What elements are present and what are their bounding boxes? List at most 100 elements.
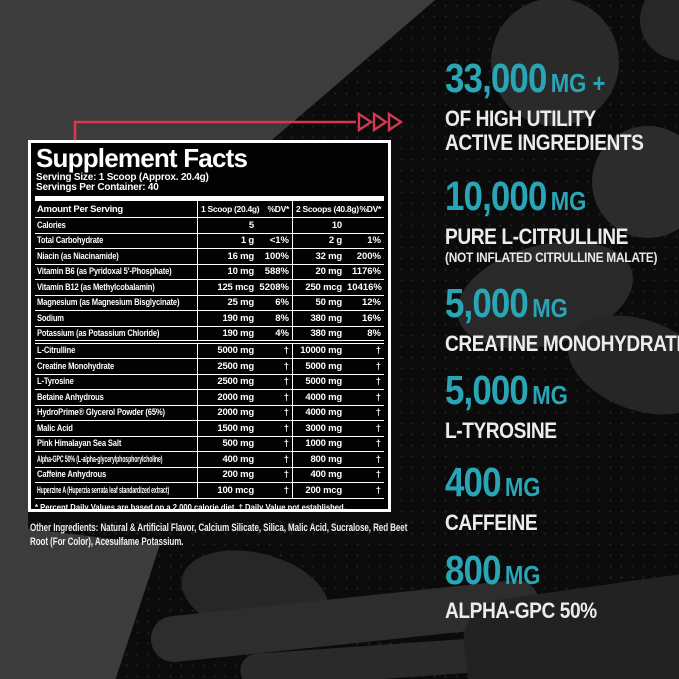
table-row: Creatine Monohydrate 2500 mg † 5000 mg † <box>35 359 384 375</box>
amount-value: 2500 mg <box>217 376 254 388</box>
dv-value: † <box>283 484 289 496</box>
amount-value: 200 mg <box>222 469 254 481</box>
table-row: Potassium (as Potassium Chloride) 190 mg 4… <box>35 326 384 344</box>
dv-value: † <box>375 422 381 434</box>
scoop1-cell: 100 mcg † <box>198 483 293 498</box>
scoop2-cell: 2 g 1% <box>293 234 384 249</box>
dv-value: † <box>375 391 381 403</box>
table-row: Total Carbohydrate 1 g <1% 2 g 1% <box>35 233 384 249</box>
dv-value: † <box>283 391 289 403</box>
scoop2-cell: 3000 mg † <box>293 421 384 436</box>
daily-value-footnote: * Percent Daily Values are based on a 2,… <box>35 501 346 512</box>
scoop1-cell: 125 mcg 5208% <box>198 280 293 295</box>
ingredient-label: Sodium <box>35 311 198 326</box>
ingredient-label: Alpha-GPC 50% (L-alpha-glycerylphosphory… <box>35 452 198 467</box>
serving-size: Serving Size: 1 Scoop (Approx. 20.4g) <box>36 172 209 183</box>
amount-value: 20 mg <box>315 266 343 278</box>
table-row: Malic Acid 1500 mg † 3000 mg † <box>35 421 384 437</box>
scoop2-cell: 10 <box>293 218 384 233</box>
highlight-creatine: 5,000 MG CREATINE MONOHYDRATE <box>445 280 679 356</box>
table-row: Calories 5 10 <box>35 218 384 234</box>
background-blob <box>640 0 679 60</box>
scoop2-cell: 4000 mg † <box>293 390 384 405</box>
dv-value: † <box>375 484 381 496</box>
scoop2-cell: 10000 mg † <box>293 344 384 359</box>
column-header-scoop1-label: 1 Scoop (20.4g) <box>201 204 260 214</box>
dv-value: 1% <box>367 235 381 247</box>
highlight-amount: 5,000 MG <box>445 280 568 326</box>
amount-value: 10 <box>331 219 342 231</box>
highlight-amount: 33,000 MG + <box>445 55 606 101</box>
highlight-label: PURE L-CITRULLINE <box>445 224 628 249</box>
scoop2-cell: 250 mcg 10416% <box>293 280 384 295</box>
dv-value: † <box>283 407 289 419</box>
amount-value: 400 mg <box>222 453 254 465</box>
dv-value: 4% <box>275 327 289 339</box>
panel-title: Supplement Facts <box>36 143 248 173</box>
column-header-scoop2: 2 Scoops (40.8g) %DV* <box>293 201 384 217</box>
scoop1-cell: 16 mg 100% <box>198 249 293 264</box>
highlight-label: ACTIVE INGREDIENTS <box>445 129 644 155</box>
amount-value: 125 mcg <box>217 281 254 293</box>
amount-value: 1500 mg <box>217 422 254 434</box>
dv-value: 8% <box>367 327 381 339</box>
ingredient-label: Creatine Monohydrate <box>35 359 198 374</box>
dv-value: 12% <box>361 297 381 309</box>
amount-value: 2000 mg <box>217 391 254 403</box>
dv-value: † <box>375 438 381 450</box>
dv-value: † <box>283 453 289 465</box>
dv-value: 10416% <box>347 281 382 293</box>
scoop1-cell: 200 mg † <box>198 467 293 482</box>
scoop2-cell: 5000 mg † <box>293 359 384 374</box>
table-row: Alpha-GPC 50% (L-alpha-glycerylphosphory… <box>35 452 384 468</box>
ingredient-label: HydroPrime® Glycerol Powder (65%) <box>35 405 198 420</box>
highlight-label: OF HIGH UTILITY <box>445 106 596 131</box>
dv-value: † <box>375 453 381 465</box>
table-row: L-Citrulline 5000 mg † 10000 mg † <box>35 343 384 359</box>
callout-arrow-icon <box>58 106 408 148</box>
scoop2-cell: 50 mg 12% <box>293 296 384 311</box>
amount-value: 380 mg <box>310 312 342 324</box>
scoop2-cell: 4000 mg † <box>293 406 384 421</box>
table-row: Vitamin B6 (as Pyridoxal 5'-Phosphate) 10… <box>35 264 384 280</box>
facts-table-body: Calories 5 10 Total Carbohydrate 1 g <1% 2 g 1%… <box>35 218 384 499</box>
ingredient-label: Total Carbohydrate <box>35 233 198 248</box>
scoop1-cell: 2000 mg † <box>198 405 293 420</box>
dv-value: † <box>375 469 381 481</box>
dv-value: † <box>375 407 381 419</box>
ingredient-label: Huperzine A (Huperzia serrata leaf stand… <box>35 483 198 498</box>
highlight-alphagpc: 800 MG ALPHA-GPC 50% <box>445 550 597 623</box>
scoop1-cell: 5 <box>198 218 293 233</box>
scoop1-cell: 25 mg 6% <box>198 295 293 310</box>
ingredient-label: Vitamin B6 (as Pyridoxal 5'-Phosphate) <box>35 264 198 279</box>
dv-value: † <box>375 360 381 372</box>
amount-value: 2 g <box>328 235 342 247</box>
scoop2-cell: 5000 mg † <box>293 375 384 390</box>
ingredient-label: Niacin (as Niacinamide) <box>35 249 198 264</box>
highlight-label: L-TYROSINE <box>445 418 557 443</box>
table-row: Niacin (as Niacinamide) 16 mg 100% 32 mg 200… <box>35 249 384 265</box>
amount-value: 2000 mg <box>217 407 254 419</box>
scoop2-cell: 20 mg 1176% <box>293 265 384 280</box>
ingredient-label: Malic Acid <box>35 421 198 436</box>
scoop2-cell: 380 mg 16% <box>293 311 384 326</box>
highlight-total-actives: 33,000 MG + OF HIGH UTILITY ACTIVE INGRED… <box>445 55 644 155</box>
column-header-dv2: %DV* <box>359 204 382 214</box>
amount-value: 1 g <box>240 235 254 247</box>
dv-value: 588% <box>264 266 289 278</box>
scoop2-cell: 400 mg † <box>293 468 384 483</box>
table-row: Sodium 190 mg 8% 380 mg 16% <box>35 311 384 327</box>
scoop2-cell: 200 mcg † <box>293 483 384 498</box>
amount-value: 4000 mg <box>305 407 342 419</box>
amount-value: 3000 mg <box>305 422 342 434</box>
scoop1-cell: 10 mg 588% <box>198 264 293 279</box>
ingredient-label: Pink Himalayan Sea Salt <box>35 436 198 451</box>
highlight-caffeine: 400 MG CAFFEINE <box>445 462 540 535</box>
servings-per-container: Servings Per Container: 40 <box>36 181 159 193</box>
ingredient-label: Magnesium (as Magnesium Bisglycinate) <box>35 295 198 310</box>
scoop1-cell: 2500 mg † <box>198 374 293 389</box>
supplement-facts-panel: Supplement Facts Serving Size: 1 Scoop (… <box>28 140 391 512</box>
amount-value: 5 <box>248 219 254 231</box>
scoop1-cell: 5000 mg † <box>198 343 293 358</box>
amount-value: 25 mg <box>227 297 255 309</box>
